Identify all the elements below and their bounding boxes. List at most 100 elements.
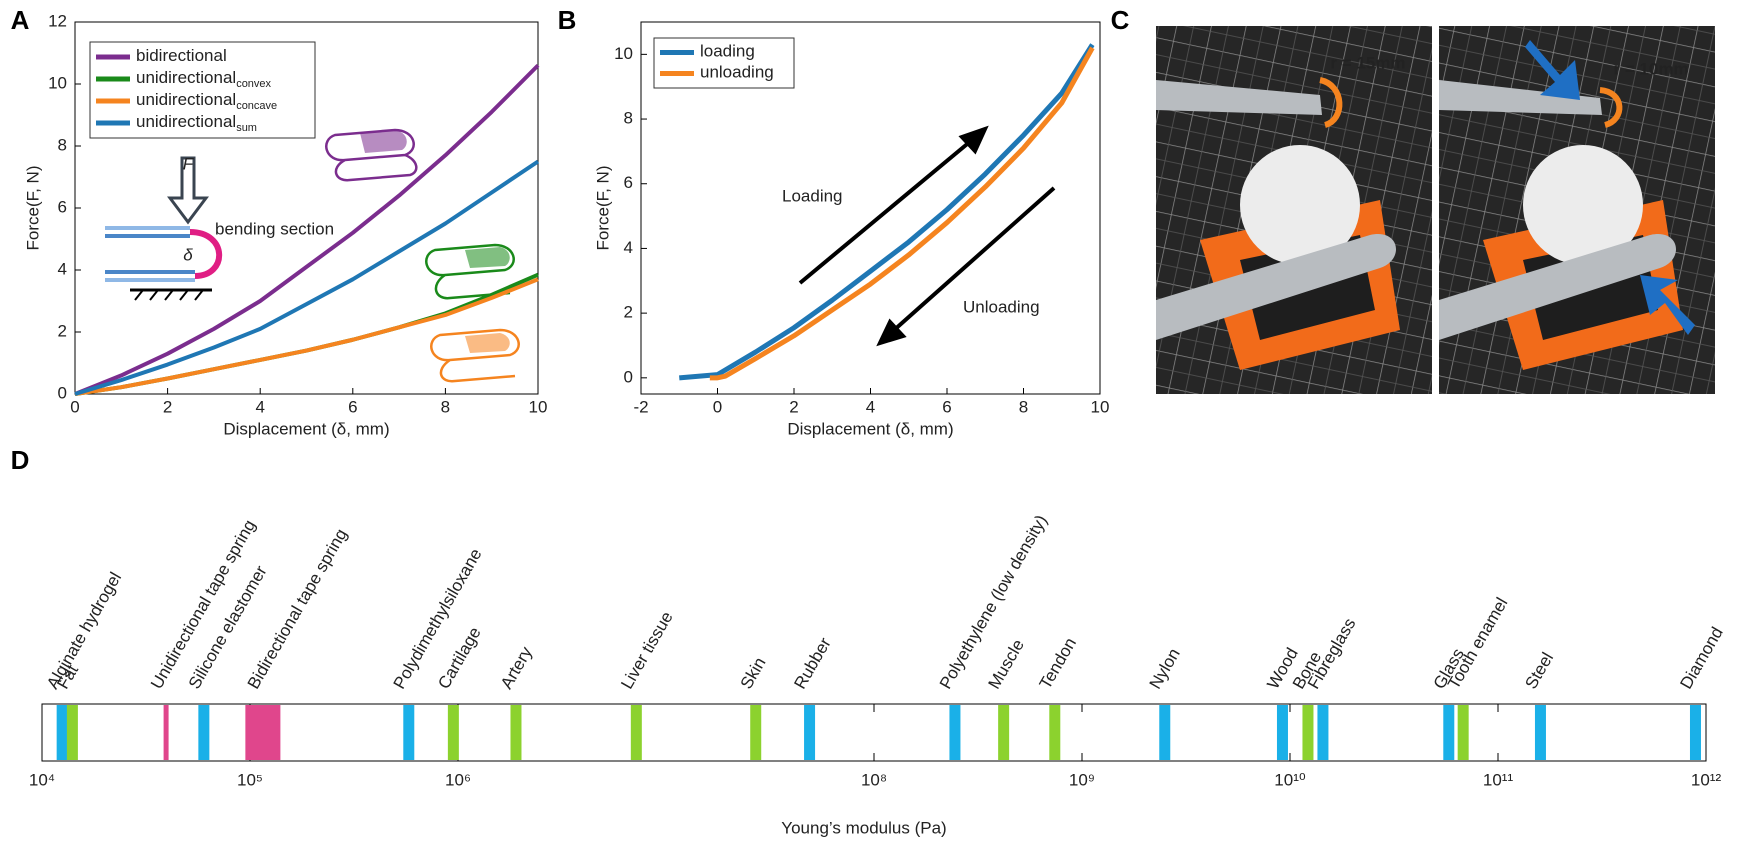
material-bar [1049, 705, 1061, 760]
x-tick-label: 2 [789, 397, 798, 416]
x-tick-label: 10⁹ [1069, 770, 1095, 789]
legend-label: unidirectionalsum [136, 112, 257, 133]
legend-label: bidirectional [136, 46, 227, 65]
x-tick-label: 8 [441, 397, 450, 416]
panel-label: C [1111, 5, 1130, 35]
material-label: Tooth enamel [1444, 594, 1511, 692]
x-tick-label: 6 [348, 397, 357, 416]
legend-box [653, 37, 795, 89]
material-bar [56, 705, 68, 760]
material-label: Polyethylene (low density) [936, 512, 1051, 693]
material-bar [1317, 705, 1329, 760]
material-label: Nylon [1146, 645, 1184, 692]
x-tick-label: 10¹⁰ [1274, 770, 1306, 789]
material-bar [447, 705, 459, 760]
material-label: Rubber [790, 634, 835, 692]
material-label: Steel [1521, 649, 1557, 692]
legend-name: unidirectional [136, 68, 236, 87]
material-bar [1534, 705, 1546, 760]
material-bar [804, 705, 816, 760]
series-line [74, 272, 539, 396]
x-tick-label: -2 [633, 397, 648, 416]
panel-label: D [11, 445, 30, 475]
y-tick-label: 0 [624, 367, 633, 386]
legend-label: unidirectionalconcave [136, 90, 277, 111]
radius-label: r = 10mm [1613, 59, 1688, 78]
tape-icons [325, 128, 520, 383]
x-axis-label: Displacement (δ, mm) [787, 419, 953, 438]
x-tick-label: 10⁶ [445, 770, 471, 789]
material-label: Artery [497, 643, 536, 692]
section-label: bending section [215, 219, 334, 238]
axis-frame [41, 703, 1707, 762]
panel-0: A 0 2 4 6 8 10 0 2 4 6 8 10 12 Displacement (δ, mm) For… [11, 5, 548, 439]
material-bar [1443, 705, 1455, 760]
material-bar [1689, 705, 1701, 760]
y-tick-label: 8 [624, 109, 633, 128]
material-bar [66, 705, 78, 760]
direction-arrows [798, 125, 1056, 347]
material-bar [998, 705, 1010, 760]
material-bar [1159, 705, 1171, 760]
x-axis-label: Young’s modulus (Pa) [781, 818, 946, 837]
x-tick-label: 10⁴ [29, 770, 55, 789]
y-tick-label: 4 [58, 259, 67, 278]
radius-label: r = 15mm [1330, 53, 1405, 72]
legend-subscript: concave [236, 100, 277, 112]
material-label: Polydimethylsiloxane [390, 545, 486, 692]
legend-label: unidirectionalconvex [136, 68, 272, 89]
y-axis-label: Force(F, N) [593, 166, 612, 251]
unloading-label: Unloading [963, 297, 1040, 316]
x-tick-label: 10¹¹ [1483, 770, 1514, 789]
legend-name: unidirectional [136, 112, 236, 131]
material-bar [163, 705, 169, 760]
material-label: Skin [737, 654, 770, 692]
y-tick-label: 2 [58, 321, 67, 340]
x-tick-label: 8 [1019, 397, 1028, 416]
series-line [74, 277, 539, 396]
x-tick-label: 0 [713, 397, 722, 416]
loading-label: Loading [782, 186, 843, 205]
y-tick-label: 10 [48, 73, 67, 92]
deflection-label: δ [183, 245, 193, 264]
material-label: Cartilage [434, 624, 484, 692]
legend-name: unloading [700, 63, 774, 82]
material-bar [403, 705, 415, 760]
legend-subscript: sum [236, 122, 257, 134]
x-tick-label: 2 [163, 397, 172, 416]
material-bar [949, 705, 961, 760]
material-bar [1457, 705, 1469, 760]
material-label: Bidirectional tape spring [244, 526, 351, 693]
series-line [74, 159, 540, 396]
material-bar [1302, 705, 1314, 760]
panel-label: B [558, 5, 577, 35]
x-tick-label: 4 [255, 397, 264, 416]
x-axis-label: Displacement (δ, mm) [223, 419, 389, 438]
y-axis-label: Force(F, N) [23, 166, 42, 251]
material-label: Tendon [1036, 634, 1080, 692]
y-tick-label: 12 [48, 11, 67, 30]
x-tick-label: 10 [1091, 397, 1110, 416]
material-label: Alginate hydrogel [43, 569, 125, 692]
y-tick-label: 0 [58, 383, 67, 402]
x-tick-label: 0 [70, 397, 79, 416]
y-tick-label: 6 [624, 173, 633, 192]
series-line [74, 63, 540, 396]
photo-left [1156, 26, 1432, 394]
force-label: F [183, 154, 195, 173]
photo-right [1439, 26, 1715, 394]
panel-3: D 10⁴ 10⁵ 10⁶ 10⁸ 10⁹ 10¹⁰ 10¹¹ 10¹² Alginate hyd… [11, 445, 1727, 838]
legend-name: bidirectional [136, 46, 227, 65]
series-line [679, 43, 1095, 381]
legend-subscript: convex [236, 78, 271, 90]
x-tick-label: 6 [942, 397, 951, 416]
x-tick-label: 10⁵ [237, 770, 263, 789]
material-bar [750, 705, 762, 760]
series-line [709, 46, 1095, 381]
panel-label: A [11, 5, 30, 35]
x-tick-label: 10 [529, 397, 548, 416]
x-tick-label: 10⁸ [861, 770, 887, 789]
material-bar [245, 705, 281, 760]
